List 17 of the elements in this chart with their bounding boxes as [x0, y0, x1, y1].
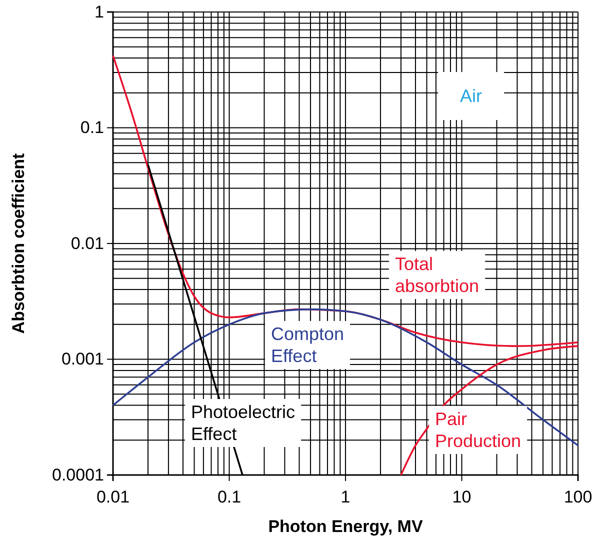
y-tick-label: 0.01 — [70, 234, 104, 253]
y-axis-title: Absorbtion coefficient — [9, 152, 28, 334]
x-tick-label: 1 — [340, 488, 350, 507]
series-label: Total absorbtion — [395, 254, 480, 296]
x-tick-label: 10 — [452, 488, 472, 507]
annotation: Air — [460, 86, 482, 106]
x-tick-label: 0.01 — [96, 488, 130, 507]
series-label: Compton Effect — [271, 324, 344, 366]
series-label: Photoelectric Effect — [191, 402, 296, 444]
y-tick-label: 0.001 — [61, 350, 104, 369]
y-tick-label: 1 — [94, 2, 104, 22]
y-tick-label: 0.0001 — [52, 465, 104, 484]
y-tick-label: 0.1 — [80, 118, 104, 138]
x-axis-title: Photon Energy, MV — [268, 517, 424, 536]
x-tick-label: 100 — [564, 488, 592, 507]
series-label: Pair Production — [435, 409, 522, 451]
x-tick-label: 0.1 — [217, 488, 242, 507]
